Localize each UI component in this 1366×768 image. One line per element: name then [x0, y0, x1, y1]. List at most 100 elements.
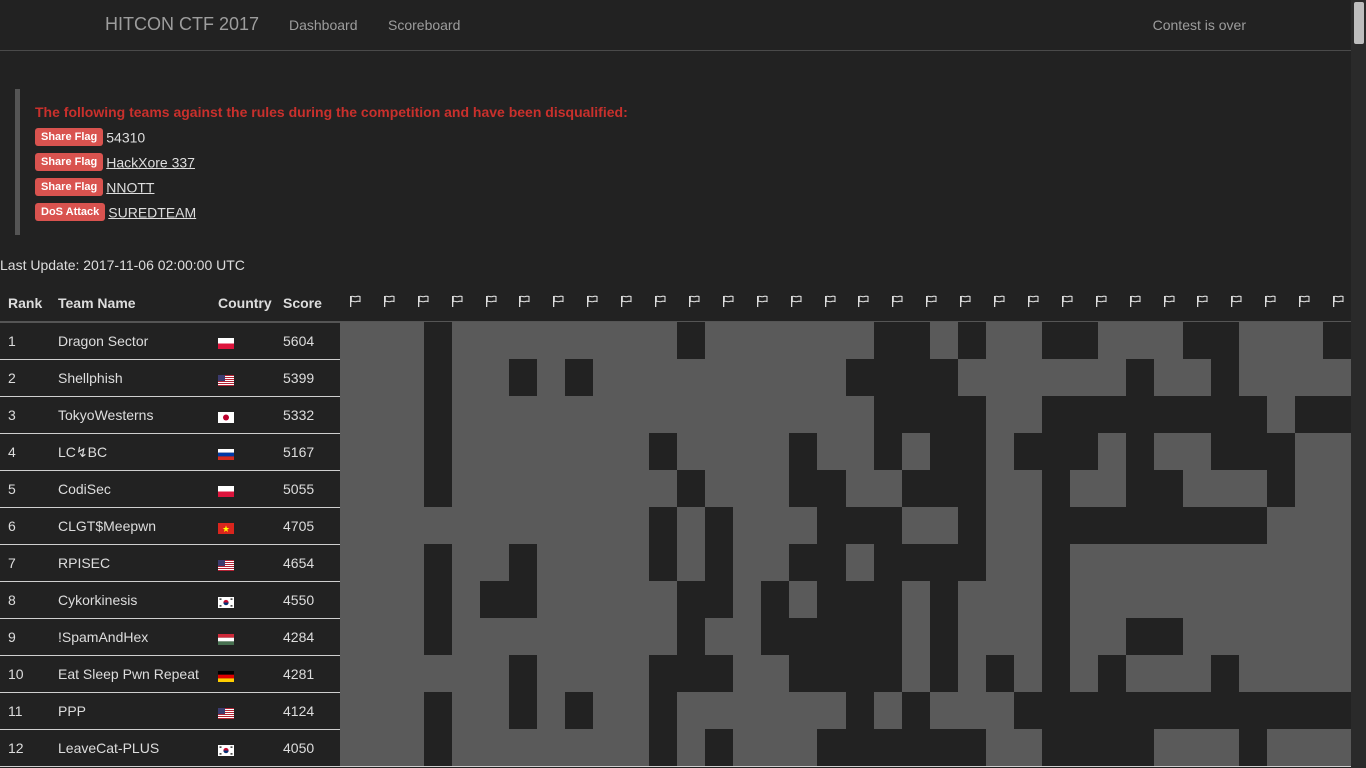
solved-cell — [1183, 581, 1211, 618]
solved-cell — [1014, 544, 1042, 581]
solved-cell — [1323, 433, 1351, 470]
team-name[interactable]: Shellphish — [58, 370, 123, 386]
challenge-flag-icon[interactable] — [518, 295, 530, 307]
unsolved-cell — [509, 692, 537, 729]
challenge-flag-icon[interactable] — [586, 295, 598, 307]
solved-cell — [368, 655, 396, 692]
dq-reason-badge: Share Flag — [35, 128, 104, 147]
challenge-flag-icon[interactable] — [857, 295, 869, 307]
challenge-flag-icon[interactable] — [349, 295, 361, 307]
unsolved-cell — [1211, 322, 1239, 359]
challenge-flag-icon[interactable] — [993, 295, 1005, 307]
rank-cell: 4 — [8, 444, 16, 460]
challenge-flag-icon[interactable] — [891, 295, 903, 307]
team-name[interactable]: CLGT$Meepwn — [58, 518, 157, 534]
solved-cell — [565, 322, 593, 359]
unsolved-cell — [1267, 692, 1295, 729]
challenge-flag-icon[interactable] — [722, 295, 734, 307]
challenge-flag-icon[interactable] — [620, 295, 632, 307]
challenge-flag-icon[interactable] — [654, 295, 666, 307]
team-name[interactable]: !SpamAndHex — [58, 629, 149, 645]
solved-cell — [677, 396, 705, 433]
solved-cell — [1126, 581, 1154, 618]
challenge-flag-icon[interactable] — [1163, 295, 1175, 307]
solved-cell — [846, 396, 874, 433]
challenge-flag-icon[interactable] — [1027, 295, 1039, 307]
last-update: Last Update: 2017-11-06 02:00:00 UTC — [0, 257, 245, 273]
dq-team-link[interactable]: HackXore 337 — [106, 154, 195, 171]
solve-strip — [340, 618, 1351, 655]
solved-cell — [1295, 729, 1323, 766]
team-name[interactable]: Eat Sleep Pwn Repeat — [58, 666, 199, 682]
unsolved-cell — [817, 729, 846, 766]
team-name[interactable]: Cykorkinesis — [58, 592, 138, 608]
unsolved-cell — [817, 618, 846, 655]
solved-cell — [846, 470, 874, 507]
solved-cell — [537, 433, 565, 470]
score-cell: 5399 — [283, 370, 315, 386]
header-country[interactable]: Country — [218, 295, 272, 311]
team-name[interactable]: RPISEC — [58, 555, 111, 571]
team-name[interactable]: CodiSec — [58, 481, 111, 497]
challenge-flag-icon[interactable] — [485, 295, 497, 307]
solved-cell — [537, 359, 565, 396]
unsolved-cell — [509, 655, 537, 692]
solved-cell — [1154, 359, 1183, 396]
solved-cell — [649, 359, 677, 396]
challenge-flag-icon[interactable] — [383, 295, 395, 307]
unsolved-cell — [1042, 544, 1070, 581]
solved-cell — [789, 507, 817, 544]
solved-cell — [340, 692, 368, 729]
nav-scoreboard[interactable]: Scoreboard — [388, 17, 461, 33]
challenge-flag-icon[interactable] — [1196, 295, 1208, 307]
challenge-flag-icon[interactable] — [1095, 295, 1107, 307]
team-name[interactable]: LC↯BC — [58, 444, 108, 460]
solved-cell — [368, 396, 396, 433]
team-name[interactable]: LeaveCat-PLUS — [58, 740, 160, 756]
challenge-flag-icon[interactable] — [790, 295, 802, 307]
challenge-flag-icon[interactable] — [451, 295, 463, 307]
header-team[interactable]: Team Name — [58, 295, 136, 311]
brand-title[interactable]: HITCON CTF 2017 — [105, 14, 260, 34]
unsolved-cell — [1126, 470, 1154, 507]
unsolved-cell — [677, 655, 705, 692]
challenge-flag-icon[interactable] — [824, 295, 836, 307]
unsolved-cell — [789, 470, 817, 507]
team-name[interactable]: Dragon Sector — [58, 333, 149, 349]
dq-team-link[interactable]: NNOTT — [106, 179, 155, 196]
score-cell: 4124 — [283, 703, 315, 719]
unsolved-cell — [874, 359, 902, 396]
header-rank[interactable]: Rank — [8, 295, 43, 311]
solved-cell — [1323, 470, 1351, 507]
rank-cell: 6 — [8, 518, 16, 534]
scrollbar[interactable] — [1351, 0, 1366, 768]
solved-cell — [509, 433, 537, 470]
challenge-flag-icon[interactable] — [688, 295, 700, 307]
challenge-flag-icon[interactable] — [552, 295, 564, 307]
challenge-flag-icon[interactable] — [1061, 295, 1073, 307]
challenge-flag-icon[interactable] — [1264, 295, 1276, 307]
challenge-flag-icon[interactable] — [959, 295, 971, 307]
challenge-flag-icon[interactable] — [1332, 295, 1344, 307]
solved-cell — [396, 359, 424, 396]
dq-team-link[interactable]: SUREDTEAM — [108, 204, 197, 221]
header-score[interactable]: Score — [283, 295, 322, 311]
scrollbar-thumb[interactable] — [1354, 2, 1364, 44]
team-name[interactable]: PPP — [58, 703, 87, 719]
challenge-flag-icon[interactable] — [1129, 295, 1141, 307]
challenge-flag-icon[interactable] — [1298, 295, 1310, 307]
solved-cell — [1239, 359, 1267, 396]
challenge-flag-icon[interactable] — [1230, 295, 1242, 307]
challenge-flag-icon[interactable] — [756, 295, 768, 307]
solved-cell — [733, 322, 761, 359]
nav-dashboard[interactable]: Dashboard — [289, 17, 358, 33]
solved-cell — [817, 433, 846, 470]
challenge-flag-icon[interactable] — [417, 295, 429, 307]
team-name[interactable]: TokyoWesterns — [58, 407, 154, 423]
solved-cell — [368, 433, 396, 470]
solved-cell — [1295, 618, 1323, 655]
solved-cell — [846, 544, 874, 581]
solved-cell — [1014, 729, 1042, 766]
solved-cell — [817, 322, 846, 359]
challenge-flag-icon[interactable] — [925, 295, 937, 307]
